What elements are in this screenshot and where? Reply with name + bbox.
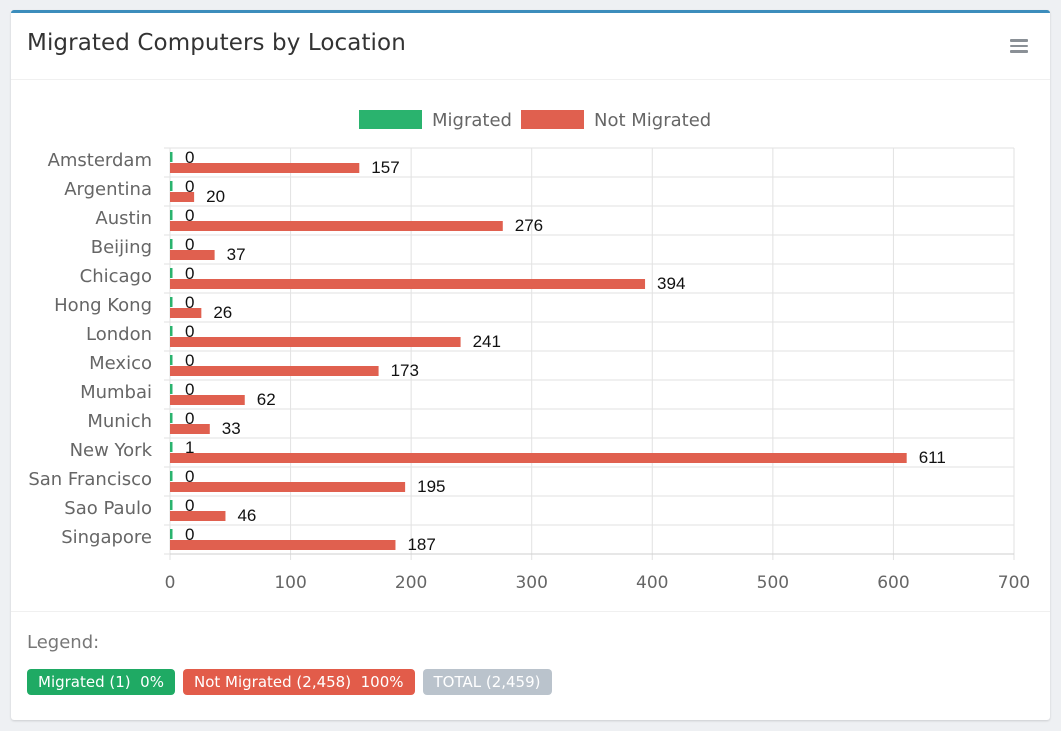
bar-migrated-5 [170, 297, 173, 307]
data-label-not-migrated-10: 611 [919, 448, 946, 467]
bar-migrated-0 [170, 152, 173, 162]
y-tick-label-7: Mexico [89, 353, 152, 374]
x-tick-label-0: 0 [165, 573, 176, 593]
y-tick-label-5: Hong Kong [54, 295, 152, 316]
data-label-not-migrated-8: 62 [257, 390, 276, 409]
data-label-not-migrated-4: 394 [657, 274, 685, 293]
bar-not-migrated-0 [170, 163, 360, 173]
data-label-migrated-2: 0 [185, 206, 194, 225]
bar-migrated-7 [170, 355, 173, 365]
bar-migrated-6 [170, 326, 173, 336]
x-tick-label-2: 200 [395, 573, 427, 593]
bar-migrated-2 [170, 210, 173, 220]
y-tick-label-3: Beijing [91, 237, 152, 258]
y-tick-label-1: Argentina [64, 179, 152, 200]
bar-migrated-12 [170, 500, 173, 510]
card-title: Migrated Computers by Location [27, 30, 406, 56]
card-footer: Legend: Migrated (1) 0% Not Migrated (2,… [11, 611, 1050, 720]
data-label-migrated-4: 0 [185, 264, 194, 283]
data-label-migrated-3: 0 [185, 235, 194, 254]
x-tick-label-7: 700 [998, 573, 1030, 593]
legend-swatch-1 [521, 110, 584, 129]
y-tick-label-13: Singapore [61, 527, 152, 548]
bar-not-migrated-5 [170, 308, 202, 318]
bar-migrated-9 [170, 413, 173, 423]
data-label-not-migrated-5: 26 [213, 303, 232, 322]
bar-migrated-10 [170, 442, 173, 452]
y-tick-label-4: Chicago [80, 266, 152, 287]
data-label-not-migrated-12: 46 [237, 506, 256, 525]
legend-swatch-0 [359, 110, 422, 129]
legend-label-0: Migrated [432, 110, 512, 131]
data-label-not-migrated-1: 20 [206, 187, 225, 206]
legend-badges: Migrated (1) 0% Not Migrated (2,458) 100… [27, 669, 552, 695]
data-label-not-migrated-13: 187 [407, 535, 435, 554]
data-label-migrated-1: 0 [185, 177, 194, 196]
bar-migrated-8 [170, 384, 173, 394]
total-badge: TOTAL (2,459) [422, 669, 552, 695]
bar-not-migrated-11 [170, 482, 406, 492]
bar-not-migrated-12 [170, 511, 226, 521]
y-tick-label-8: Mumbai [80, 382, 152, 403]
x-tick-label-5: 500 [757, 573, 789, 593]
x-tick-label-1: 100 [274, 573, 306, 593]
bar-migrated-4 [170, 268, 173, 278]
not-migrated-badge: Not Migrated (2,458) 100% [182, 669, 415, 695]
data-label-migrated-0: 0 [185, 148, 194, 167]
bar-not-migrated-1 [170, 192, 195, 202]
data-label-not-migrated-3: 37 [227, 245, 246, 264]
bar-migrated-13 [170, 529, 173, 539]
migrated-badge: Migrated (1) 0% [27, 669, 175, 695]
bar-migrated-11 [170, 471, 173, 481]
bar-not-migrated-8 [170, 395, 245, 405]
data-label-migrated-13: 0 [185, 525, 194, 544]
bar-not-migrated-4 [170, 279, 646, 289]
hamburger-menu-icon[interactable] [1010, 39, 1028, 53]
x-tick-label-6: 600 [877, 573, 909, 593]
y-tick-label-2: Austin [95, 208, 152, 229]
data-label-not-migrated-9: 33 [222, 419, 241, 438]
card-header: Migrated Computers by Location [11, 13, 1050, 80]
bar-not-migrated-9 [170, 424, 210, 434]
bar-not-migrated-7 [170, 366, 379, 376]
bar-not-migrated-13 [170, 540, 396, 550]
y-tick-label-0: Amsterdam [48, 150, 152, 171]
y-tick-label-9: Munich [87, 411, 152, 432]
y-tick-label-10: New York [70, 440, 153, 461]
data-label-migrated-9: 0 [185, 409, 194, 428]
legend-label-1: Not Migrated [594, 110, 711, 131]
data-label-migrated-6: 0 [185, 322, 194, 341]
data-label-migrated-7: 0 [185, 351, 194, 370]
x-tick-label-3: 300 [515, 573, 547, 593]
bar-not-migrated-2 [170, 221, 503, 231]
bar-migrated-3 [170, 239, 173, 249]
data-label-not-migrated-6: 241 [473, 332, 501, 351]
y-tick-label-11: San Francisco [28, 469, 152, 490]
legend-title: Legend: [27, 632, 100, 653]
y-tick-label-6: London [86, 324, 152, 345]
data-label-not-migrated-11: 195 [417, 477, 445, 496]
data-label-migrated-11: 0 [185, 467, 194, 486]
bar-not-migrated-6 [170, 337, 461, 347]
x-tick-label-4: 400 [636, 573, 668, 593]
bar-not-migrated-10 [170, 453, 907, 463]
bar-migrated-1 [170, 181, 173, 191]
data-label-migrated-8: 0 [185, 380, 194, 399]
data-label-not-migrated-2: 276 [515, 216, 543, 235]
chart-card: Migrated Computers by Location Migrated N… [11, 10, 1050, 720]
y-tick-label-12: Sao Paulo [64, 498, 152, 519]
data-label-not-migrated-7: 173 [391, 361, 419, 380]
data-label-migrated-12: 0 [185, 496, 194, 515]
bar-not-migrated-3 [170, 250, 215, 260]
data-label-not-migrated-0: 157 [371, 158, 399, 177]
data-label-migrated-10: 1 [185, 438, 194, 457]
data-label-migrated-5: 0 [185, 293, 194, 312]
